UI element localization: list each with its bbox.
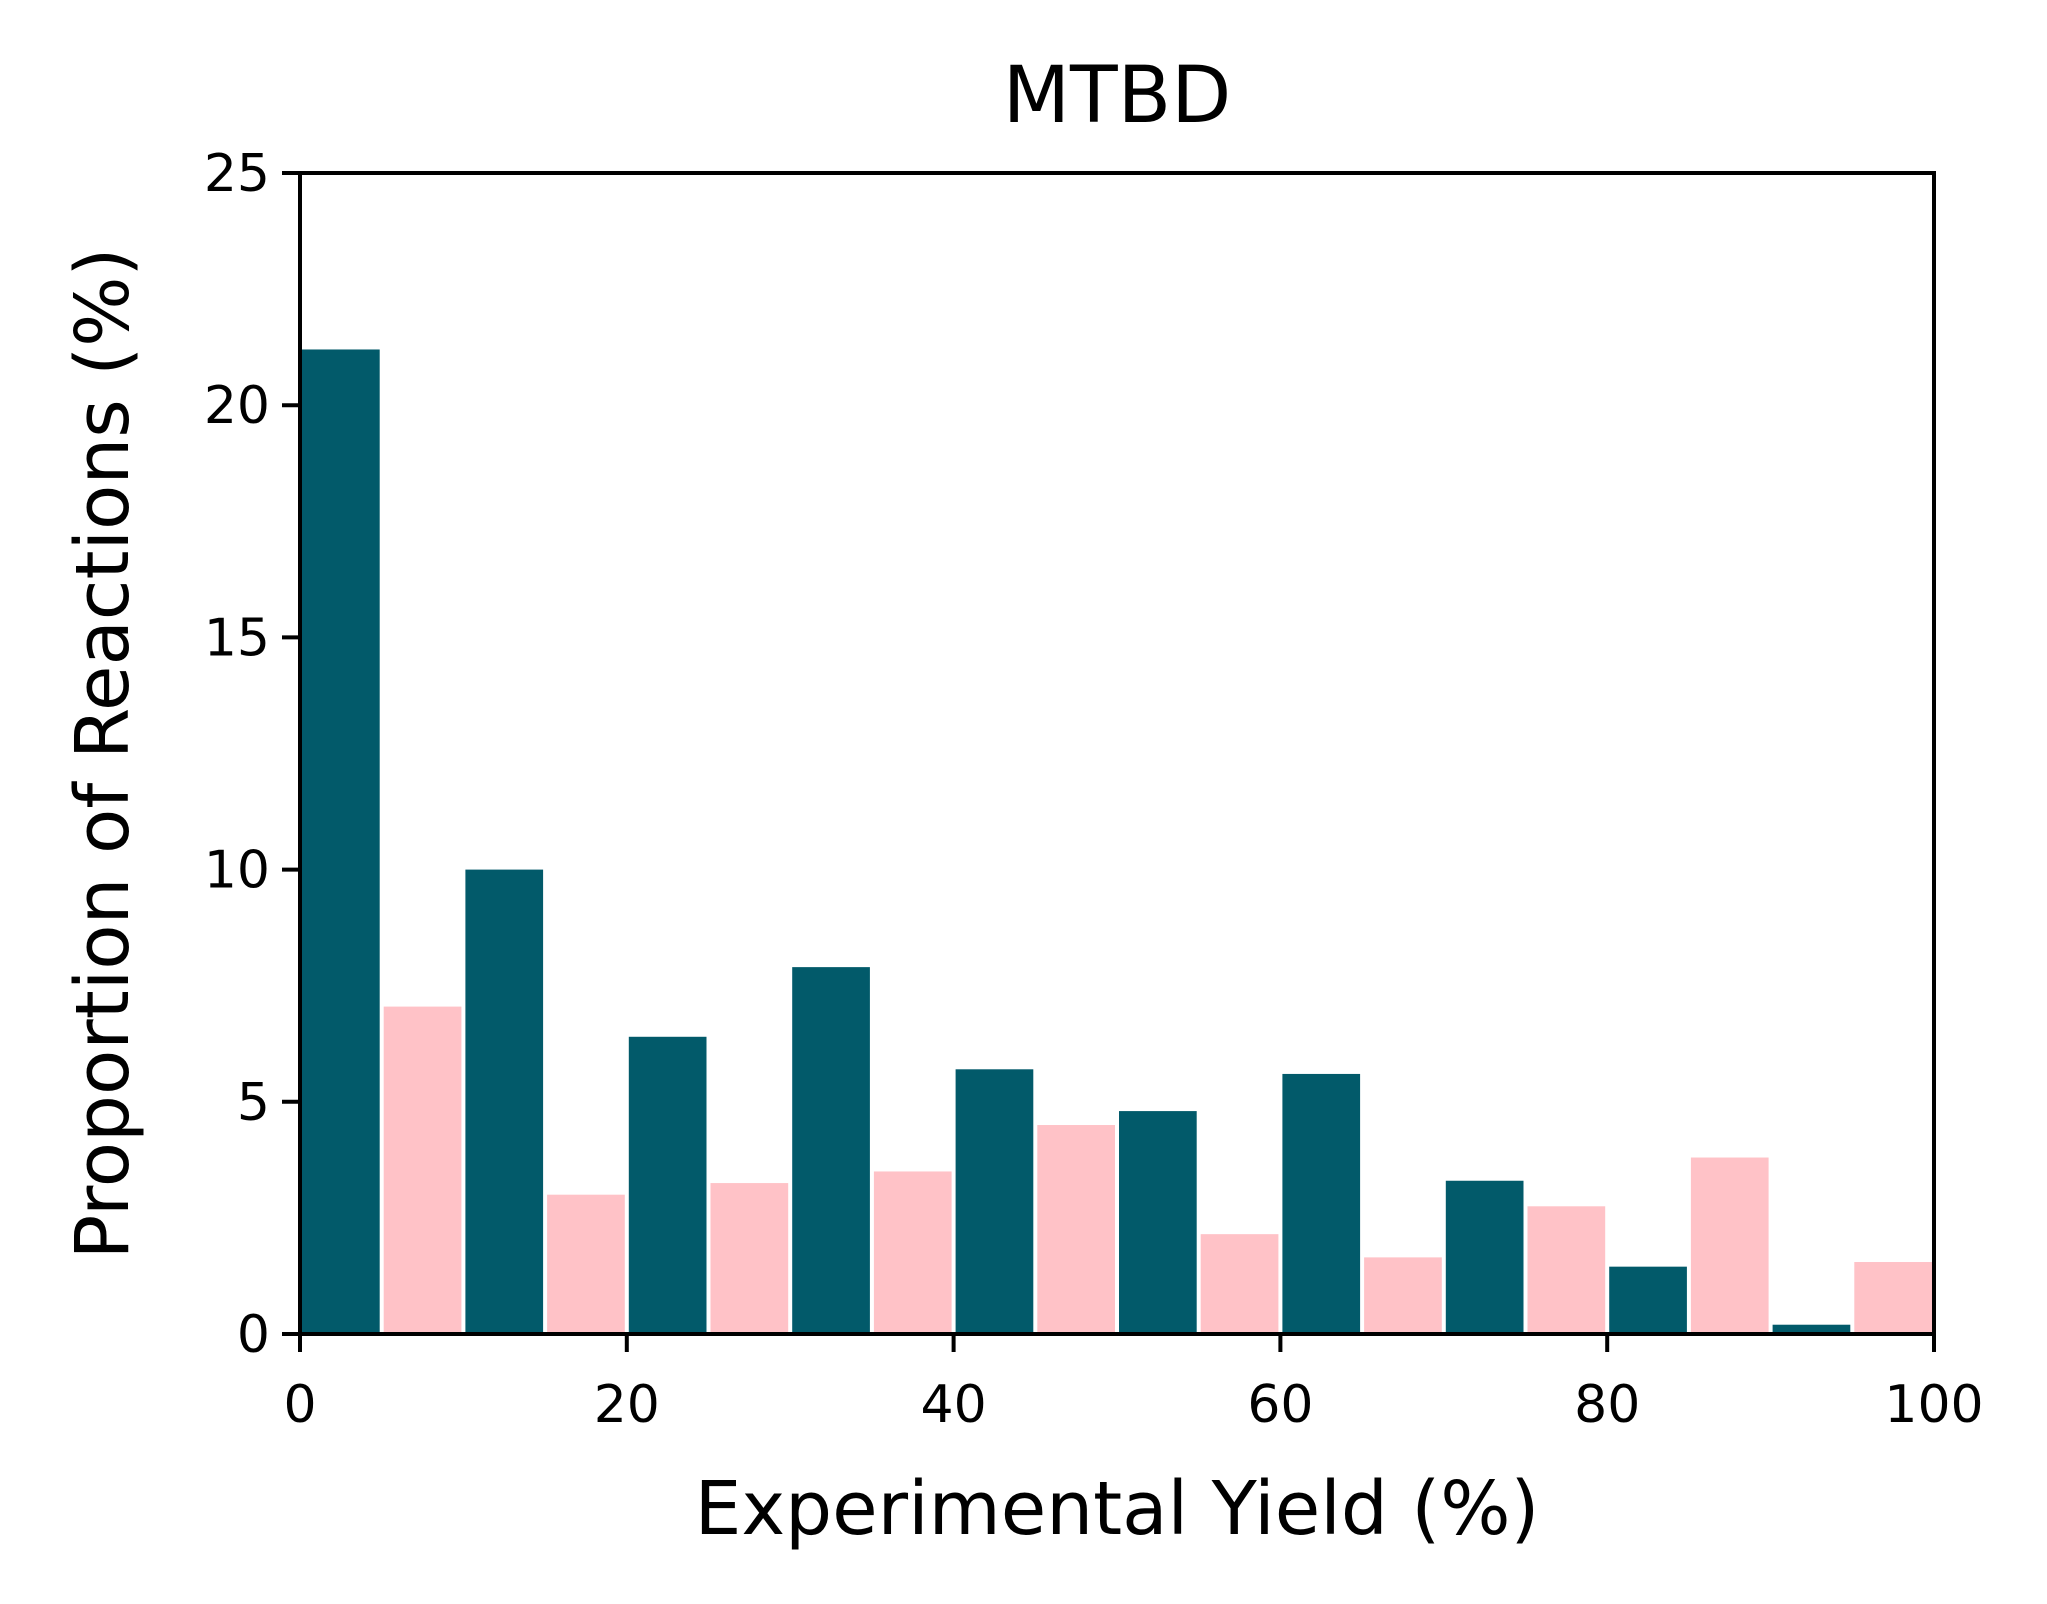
x-axis-label: Experimental Yield (%) [695,1466,1540,1552]
bar-series2-0 [383,1006,462,1334]
bar-series1-8 [1609,1266,1687,1334]
chart-title: MTBD [1003,51,1232,141]
y-tick-label-4: 20 [204,376,270,436]
bars-layer [302,349,1932,1334]
bar-series2-8 [1690,1157,1769,1334]
bar-series1-2 [628,1036,707,1334]
bar-series2-2 [710,1183,789,1334]
bar-series2-3 [873,1171,952,1334]
x-tick-label-5: 100 [1884,1375,1983,1435]
bar-series1-5 [1119,1111,1197,1334]
bar-series2-5 [1200,1234,1279,1334]
bar-series1-6 [1282,1073,1361,1334]
y-tick-label-5: 25 [204,144,270,204]
plot-frame [298,171,1936,1336]
y-tick-label-1: 5 [237,1073,270,1133]
y-axis-label: Proportion of Reactions (%) [60,248,146,1260]
bar-series1-7 [1445,1180,1524,1334]
bar-series2-9 [1854,1262,1932,1334]
x-tick-label-3: 60 [1247,1375,1313,1435]
bar-series2-1 [547,1194,625,1334]
bar-series1-4 [955,1069,1034,1334]
x-tick-label-0: 0 [283,1375,316,1435]
y-tick-label-3: 15 [204,608,270,668]
x-tick-label-2: 40 [921,1375,987,1435]
bar-series2-6 [1364,1257,1442,1334]
bar-series1-1 [465,869,544,1334]
x-tick-label-4: 80 [1574,1375,1640,1435]
bar-series2-7 [1527,1206,1606,1334]
bar-series1-3 [792,967,870,1334]
bar-series2-4 [1037,1125,1115,1334]
bar-series1-9 [1772,1324,1851,1334]
ticks-layer: 0 20 40 60 80 100 0 5 10 15 20 25 [204,144,1984,1435]
bar-series1-0 [302,349,380,1334]
y-tick-label-0: 0 [237,1305,270,1365]
y-tick-label-2: 10 [204,841,270,901]
x-tick-label-1: 20 [594,1375,660,1435]
